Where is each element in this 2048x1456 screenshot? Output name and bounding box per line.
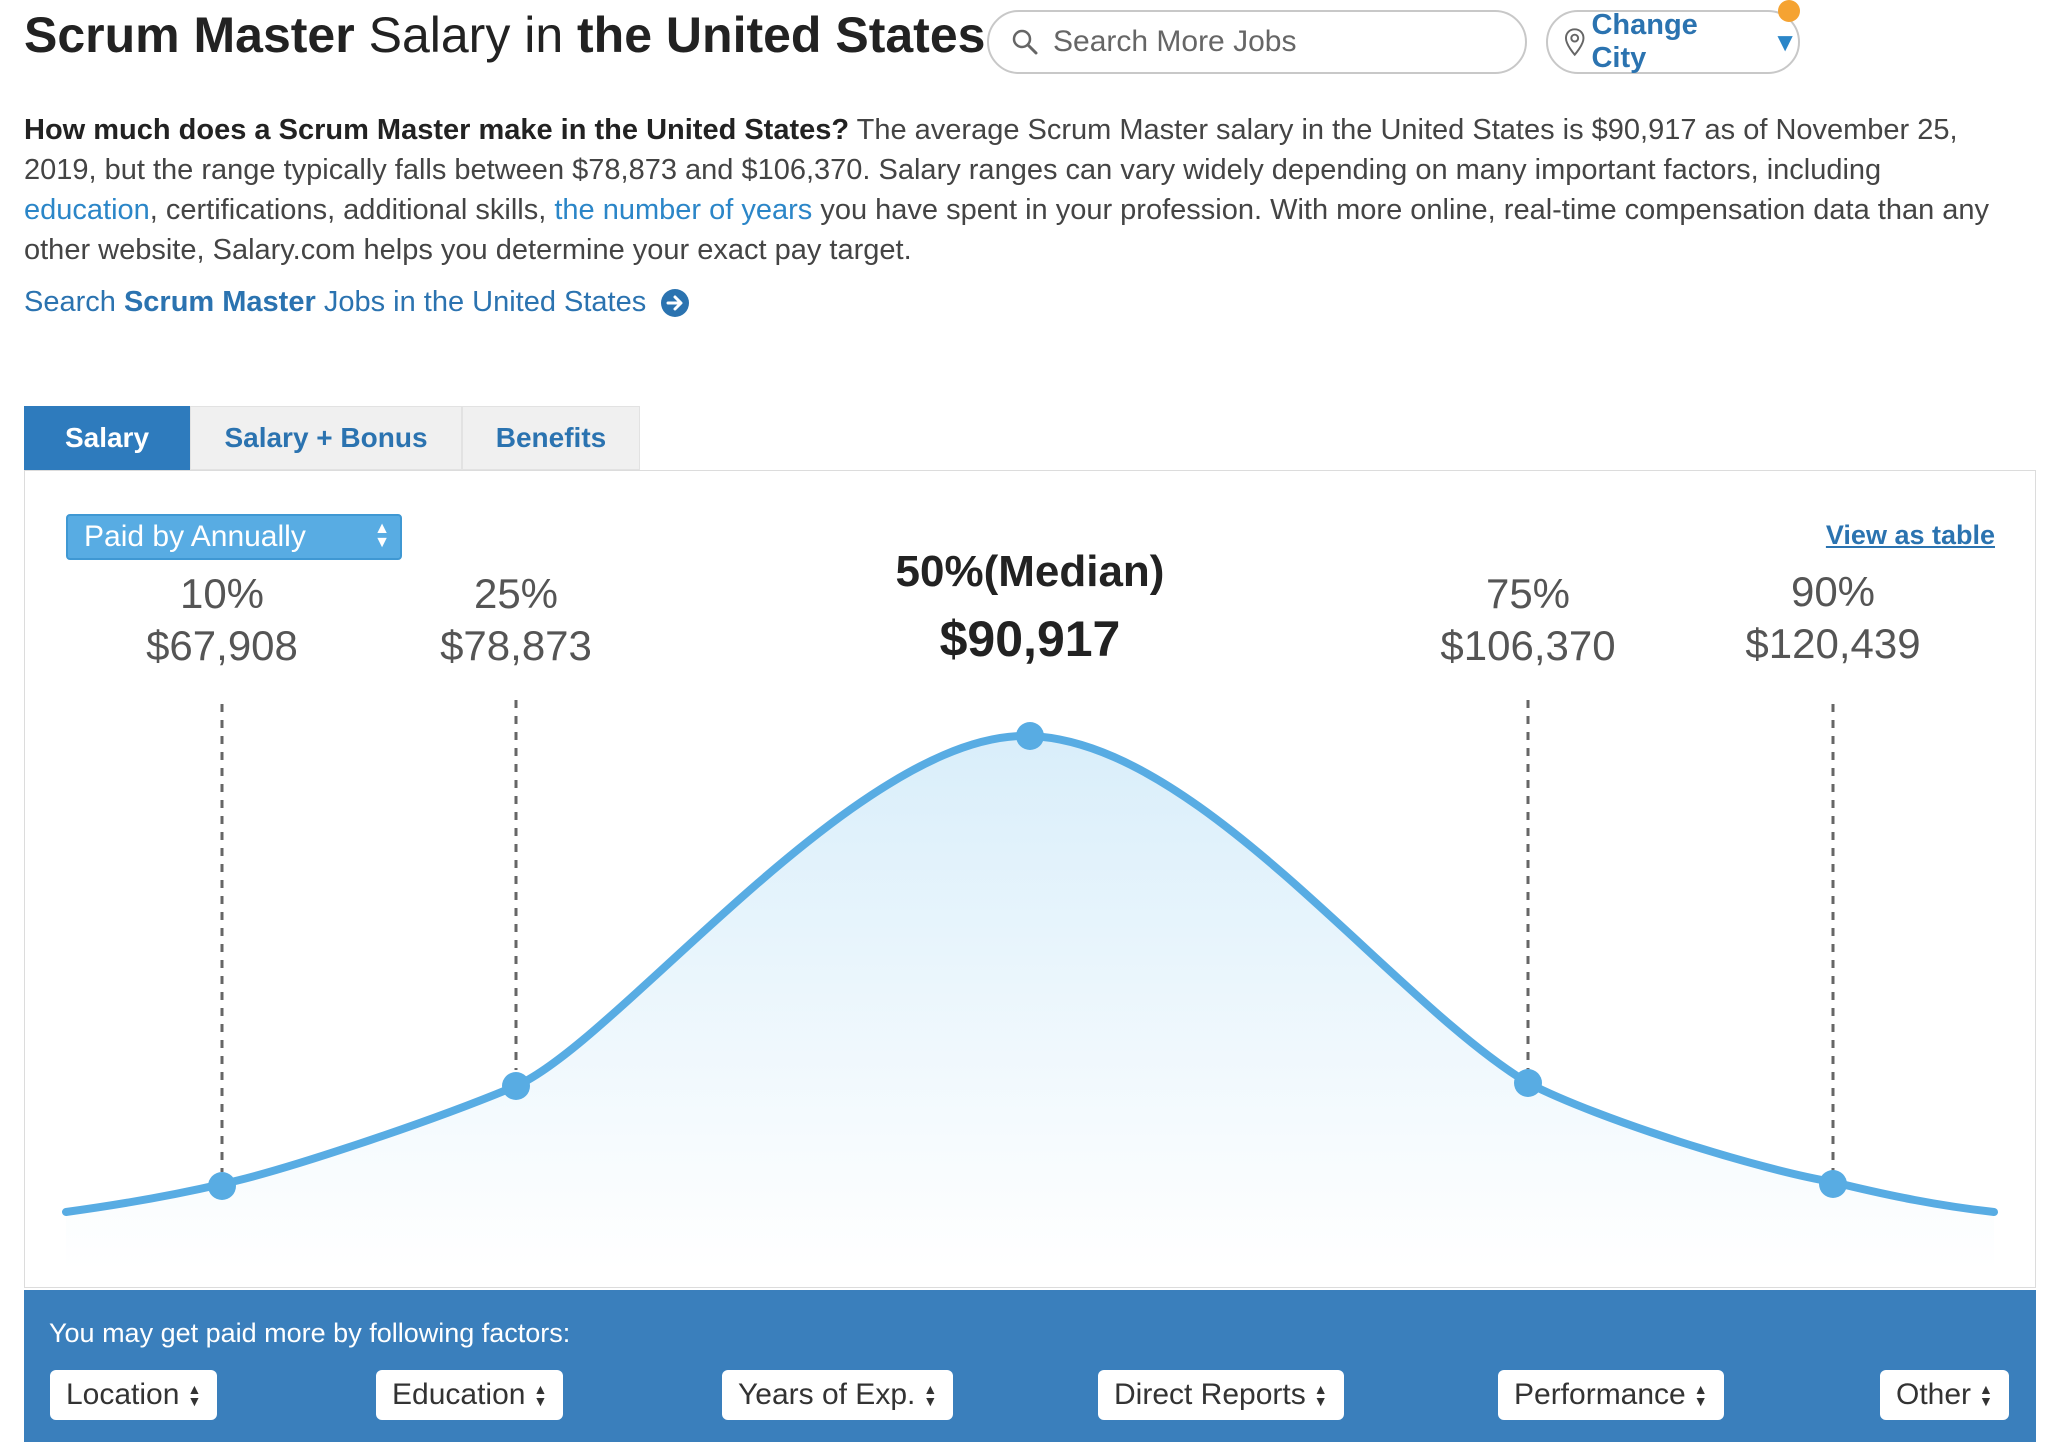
salary-value-label: $90,917 <box>940 611 1121 667</box>
notification-dot <box>1778 0 1800 22</box>
salary-tabs: Salary Salary + Bonus Benefits <box>24 406 640 470</box>
title-job: Scrum Master <box>24 7 355 63</box>
factor-label: Direct Reports <box>1114 1378 1306 1411</box>
factors-bar: You may get paid more by following facto… <box>24 1290 2036 1442</box>
percentile-label: 90% <box>1791 568 1875 615</box>
select-arrows-icon: ▲ ▼ <box>374 520 390 551</box>
tab-salary-bonus[interactable]: Salary + Bonus <box>190 406 462 470</box>
education-link[interactable]: education <box>24 194 150 226</box>
chevron-down-icon: ▼ <box>1772 26 1798 57</box>
factors-heading: You may get paid more by following facto… <box>49 1318 571 1348</box>
tab-salary[interactable]: Salary <box>24 406 190 470</box>
factor-label: Other <box>1896 1378 1972 1411</box>
factor-other[interactable]: Other ▲ ▼ <box>1880 1370 2009 1420</box>
percentile-label: 50%(Median) <box>896 547 1165 596</box>
tab-benefits[interactable]: Benefits <box>462 406 640 470</box>
search-jobs-link[interactable]: Search Scrum Master Jobs in the United S… <box>24 286 690 319</box>
percentile-point[interactable] <box>208 1172 236 1200</box>
intro-text-3: you have spent in your profession. With … <box>24 194 1990 266</box>
search-link-suffix: Jobs in the United States <box>323 286 647 318</box>
percentile-label: 10% <box>180 570 264 617</box>
percentile-point[interactable] <box>1819 1170 1847 1198</box>
sort-arrows-icon: ▲ ▼ <box>187 1381 202 1409</box>
view-as-table-link[interactable]: View as table <box>1825 520 1995 550</box>
search-link-job: Scrum Master <box>123 286 316 318</box>
factor-label: Years of Exp. <box>738 1378 916 1411</box>
percentile-point[interactable] <box>502 1072 530 1100</box>
intro-text-2: , certifications, additional skills, <box>149 194 555 226</box>
salary-value-label: $120,439 <box>1745 620 1920 667</box>
factor-years-of-exp[interactable]: Years of Exp. ▲ ▼ <box>722 1370 954 1420</box>
percentile-label: 25% <box>474 570 558 617</box>
factor-label: Performance <box>1514 1378 1686 1411</box>
search-icon <box>1012 29 1038 55</box>
salary-distribution-chart: 10% $67,908 25% $78,873 50%(Median) $90,917 75… <box>62 547 1998 1270</box>
change-city-button[interactable]: Change City ▼ <box>1546 9 1800 74</box>
pay-frequency-select[interactable]: Paid by Annually ▲ ▼ <box>66 514 402 560</box>
search-input[interactable] <box>1051 24 1475 60</box>
salary-value-label: $78,873 <box>440 622 592 669</box>
change-city-label: Change City <box>1591 9 1698 74</box>
factor-direct-reports[interactable]: Direct Reports ▲ ▼ <box>1098 1370 1344 1420</box>
intro-question: How much does a Scrum Master make in the… <box>24 114 850 146</box>
factor-label: Education <box>392 1378 526 1411</box>
intro-text-1: The average Scrum Master salary in the U… <box>24 114 1958 186</box>
search-link-prefix: Search <box>24 286 116 318</box>
location-pin-icon <box>1564 28 1585 57</box>
sort-arrows-icon: ▲ ▼ <box>1979 1381 1993 1409</box>
factor-label: Location <box>66 1378 180 1411</box>
percentile-label: 75% <box>1486 570 1570 617</box>
sort-arrows-icon: ▲ ▼ <box>1313 1381 1328 1409</box>
search-box[interactable] <box>987 10 1527 74</box>
sort-arrows-icon: ▲ ▼ <box>1693 1381 1708 1409</box>
percentile-point[interactable] <box>1514 1069 1542 1097</box>
factor-performance[interactable]: Performance ▲ ▼ <box>1498 1370 1724 1420</box>
title-location: the United States <box>577 7 986 63</box>
salary-value-label: $106,370 <box>1440 622 1615 669</box>
factor-location[interactable]: Location ▲ ▼ <box>50 1370 218 1420</box>
title-mid: Salary in <box>354 7 578 63</box>
salary-value-label: $67,908 <box>146 622 298 669</box>
arrow-right-circle-icon <box>661 288 690 317</box>
page-title: Scrum Master Salary in the United States <box>24 6 985 64</box>
sort-arrows-icon: ▲ ▼ <box>923 1381 938 1409</box>
factor-education[interactable]: Education ▲ ▼ <box>376 1370 564 1420</box>
intro-paragraph: How much does a Scrum Master make in the… <box>24 110 2014 270</box>
years-link[interactable]: the number of years <box>554 194 813 226</box>
sort-arrows-icon: ▲ ▼ <box>533 1381 548 1409</box>
pay-frequency-value: Paid by Annually <box>84 520 306 553</box>
distribution-area <box>66 735 1994 1270</box>
percentile-point[interactable] <box>1016 722 1044 750</box>
